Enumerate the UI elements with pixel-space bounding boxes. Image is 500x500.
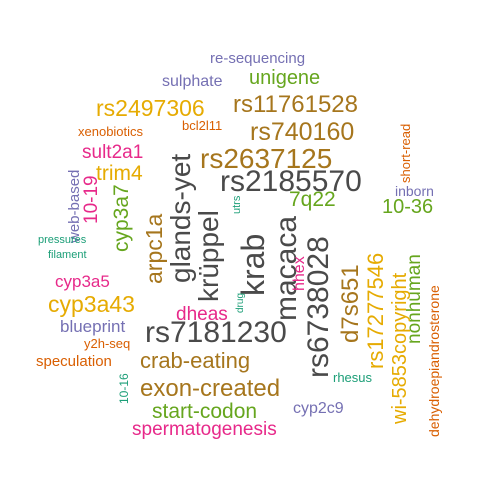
word-rs7181230: rs7181230 [145,316,287,349]
word-rs17277546: rs17277546 [363,253,388,369]
word-hhex: hhex [291,256,308,291]
word-dehydroepiandrosterone: dehydroepiandrosterone [426,285,442,437]
word-rs2637125: rs2637125 [200,143,332,174]
word-cyp3a7: cyp3a7 [110,184,133,252]
word-7q22: 7q22 [289,188,336,211]
word-rs2185570: rs2185570 [220,165,362,198]
word-bcl2l11: bcl2l11 [182,118,222,133]
word-unigene: unigene [249,67,320,89]
word-rhesus: rhesus [333,370,373,385]
word-rs6738028: rs6738028 [302,236,335,378]
word-start-codon: start-codon [152,400,257,423]
word-trim4: trim4 [96,162,143,185]
word-xenobiotics: xenobiotics [78,124,144,139]
word-utrs: utrs [231,195,243,214]
word-arpc1a: arpc1a [141,213,167,284]
word-dheas: dheas [176,304,228,325]
word-rs740160: rs740160 [250,118,354,146]
word-glands-yet: glands-yet [165,154,196,283]
word-re-sequencing: re-sequencing [210,50,305,67]
word-filament: filament [48,249,87,261]
word-speculation: speculation [36,353,112,370]
word-rs2497306: rs2497306 [96,95,205,121]
word-crab-eating: crab-eating [140,348,250,373]
word-drug: drug [235,293,246,313]
word-exon-created: exon-created [140,375,280,402]
word-cyp3a43: cyp3a43 [48,291,135,317]
word-d7s651: d7s651 [337,264,364,343]
word-krab: krab [235,234,271,296]
word-cyp2c9: cyp2c9 [293,400,344,417]
word-rs11761528: rs11761528 [233,91,358,118]
word-pressures: pressures [38,234,87,246]
word-10-16: 10-16 [117,373,131,404]
word-10-36: 10-36 [382,196,433,218]
word-inborn: inborn [395,183,434,199]
word-short-read: short-read [398,124,413,183]
word-spermatogenesis: spermatogenesis [132,419,277,440]
word-web-based: web-based [66,170,83,244]
word-cyp3a5: cyp3a5 [55,272,110,291]
word-sult2a1: sult2a1 [82,142,143,163]
word-10-19: 10-19 [81,175,102,224]
word-kr-ppel: krüppel [193,210,224,302]
word-nonhuman: nonhuman [404,254,425,344]
word-sulphate: sulphate [162,73,223,90]
word-blueprint: blueprint [60,317,125,336]
word-macaca: macaca [270,216,303,321]
word-y2h-seq: y2h-seq [84,336,130,351]
word-wi-5853copyright: wi-5853copyright [389,272,411,425]
